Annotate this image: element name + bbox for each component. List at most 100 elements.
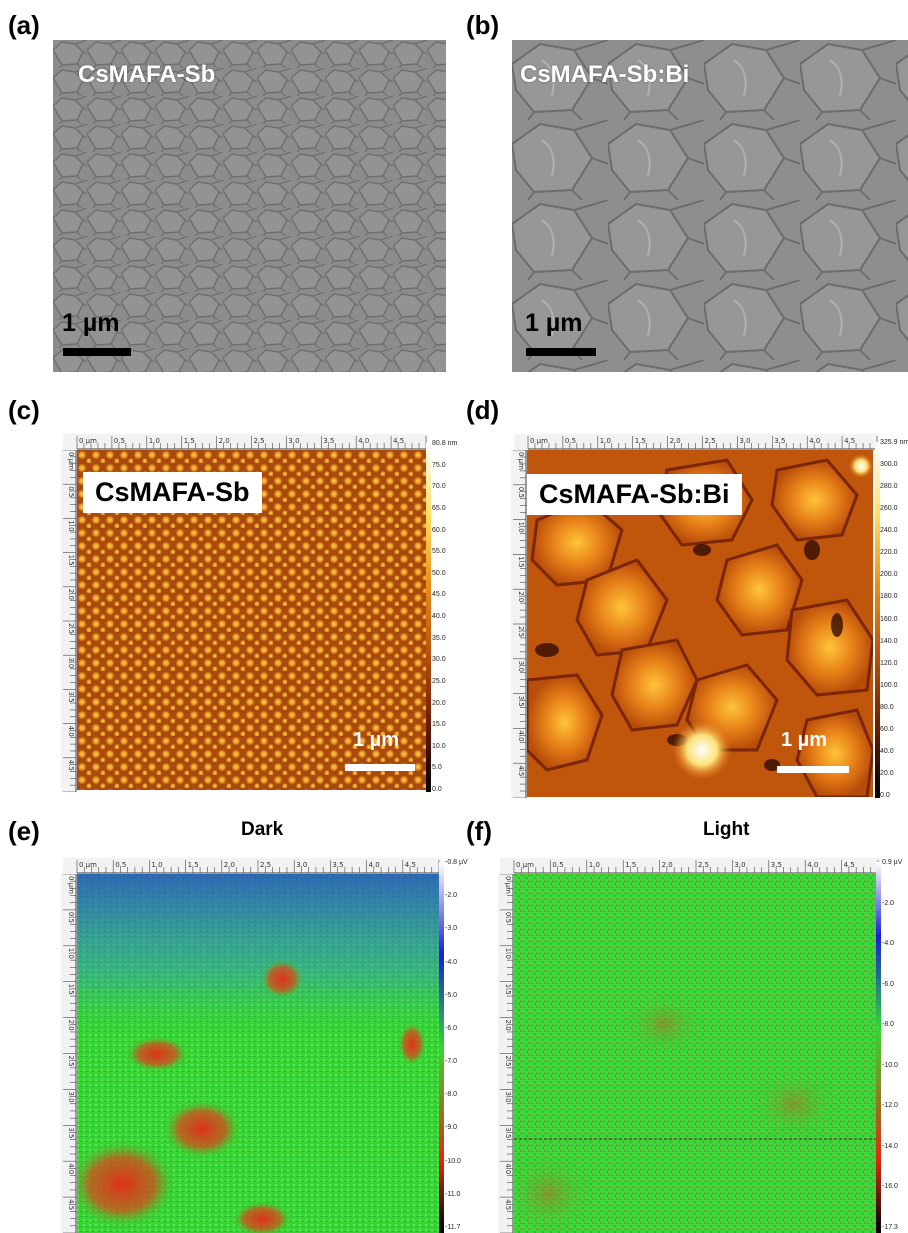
colorbar-tick-d-13: 60.0 xyxy=(880,726,894,733)
colorbar-f xyxy=(876,862,881,1233)
colorbar-tick-e-7: -8.0 xyxy=(445,1091,458,1098)
ruler-label-c-2: 1.0 xyxy=(149,437,160,445)
colorbar-tick-e-1: -2.0 xyxy=(445,892,458,899)
ruler-left-label-e-3: 1.5 xyxy=(67,984,75,995)
panel-letter-b: (b) xyxy=(466,10,500,40)
ruler-left-label-e-6: 3.0 xyxy=(67,1091,75,1102)
colorbar-tick-d-0: 325.9 nm xyxy=(880,439,908,446)
colorbar-tick-c-5: 55.0 xyxy=(432,548,446,555)
ruler-left-label-f-0: 0 µm xyxy=(504,876,512,894)
ruler-label-f-1: 0.5 xyxy=(552,861,563,869)
ruler-left-label-c-7: 3.5 xyxy=(67,691,75,702)
colorbar-ticks-c: 80.8 nm 75.0 70.0 65.0 60.0 55.0 50.0 45.0 40.0 3… xyxy=(432,440,464,795)
colorbar-tick-f-5: -10.0 xyxy=(882,1062,898,1069)
ruler-left-label-c-6: 3.0 xyxy=(67,657,75,668)
colorbar-tick-e-3: -4.0 xyxy=(445,959,458,966)
ruler-left-label-d-0: 0 µm xyxy=(517,452,525,470)
ruler-label-e-9: 4.5 xyxy=(405,861,416,869)
ruler-left-label-f-1: 0.5 xyxy=(504,912,512,923)
colorbar-tick-e-4: -5.0 xyxy=(445,992,458,999)
ruler-left-label-f-8: 4.0 xyxy=(504,1163,512,1174)
panel-letter-a: (a) xyxy=(8,10,40,40)
colorbar-tick-f-0: 0.9 µV xyxy=(882,859,903,866)
colorbar-tick-c-8: 40.0 xyxy=(432,613,446,620)
ruler-left-label-e-4: 2.0 xyxy=(67,1020,75,1031)
ruler-label-f-3: 1.5 xyxy=(625,861,636,869)
ruler-label-f-6: 3.0 xyxy=(734,861,745,869)
ruler-label-c-3: 1.5 xyxy=(184,437,195,445)
colorbar-tick-c-12: 20.0 xyxy=(432,700,446,707)
ruler-label-f-4: 2.0 xyxy=(662,861,673,869)
title-dark: Dark xyxy=(241,819,284,840)
ruler-label-d-4: 2.0 xyxy=(670,437,681,445)
ruler-left-label-c-5: 2.5 xyxy=(67,623,75,634)
colorbar-ticks-f: 0.9 µV -2.0 -4.0 -6.0 -8.0 -10.0 -12.0 -14.0 -16… xyxy=(882,859,908,1233)
sem-texture-a xyxy=(53,40,446,372)
sample-label-a: CsMAFA-Sb xyxy=(78,61,216,88)
afm-image-c: CsMAFA-Sb 1 µm xyxy=(77,450,427,790)
ruler-left-label-d-3: 1.5 xyxy=(517,556,525,567)
ruler-left-label-e-2: 1.0 xyxy=(67,948,75,959)
ruler-left-label-f-9: 4.5 xyxy=(504,1199,512,1210)
colorbar-tick-d-11: 100.0 xyxy=(880,682,898,689)
ruler-left-label-e-5: 2.5 xyxy=(67,1056,75,1067)
sem-image-a: CsMAFA-Sb 1 µm xyxy=(53,40,446,372)
ruler-label-c-6: 3.0 xyxy=(288,437,299,445)
ruler-label-f-0: 0 µm xyxy=(516,861,534,869)
ruler-label-f-5: 2.5 xyxy=(698,861,709,869)
ruler-label-d-7: 3.5 xyxy=(774,437,785,445)
sample-label-c: CsMAFA-Sb xyxy=(83,472,262,513)
scale-bar-d xyxy=(777,766,849,773)
colorbar-tick-c-1: 75.0 xyxy=(432,462,446,469)
ruler-label-c-7: 3.5 xyxy=(323,437,334,445)
ruler-left-label-e-1: 0.5 xyxy=(67,912,75,923)
ruler-label-d-5: 2.5 xyxy=(705,437,716,445)
scale-bar-b xyxy=(526,348,596,356)
sem-texture-b xyxy=(512,40,908,372)
ruler-left-label-f-5: 2.5 xyxy=(504,1056,512,1067)
ruler-label-d-2: 1.0 xyxy=(600,437,611,445)
scale-label-b: 1 µm xyxy=(525,309,583,337)
scale-bar-a xyxy=(63,348,131,356)
ruler-label-e-2: 1.0 xyxy=(151,861,162,869)
ruler-left-label-d-2: 1.0 xyxy=(517,522,525,533)
ruler-label-d-8: 4.0 xyxy=(809,437,820,445)
colorbar-tick-d-9: 140.0 xyxy=(880,638,898,645)
ruler-top-f: 0 µm 0.5 1.0 1.5 2.0 2.5 3.0 3.5 4.0 4.5 xyxy=(500,858,880,874)
ruler-left-label-f-4: 2.0 xyxy=(504,1020,512,1031)
ruler-label-e-6: 3.0 xyxy=(296,861,307,869)
ruler-left-d: 0 µm 0.5 1.0 1.5 2.0 2.5 3.0 3.5 4.0 4.5 xyxy=(511,450,527,798)
sem-image-b: CsMAFA-Sb:Bi 1 µm xyxy=(512,40,908,372)
scale-label-c: 1 µm xyxy=(353,729,399,751)
ruler-left-label-e-9: 4.5 xyxy=(67,1199,75,1210)
colorbar-tick-d-3: 260.0 xyxy=(880,505,898,512)
ruler-left-label-f-7: 3.5 xyxy=(504,1127,512,1138)
colorbar-tick-d-5: 220.0 xyxy=(880,549,898,556)
title-light: Light xyxy=(703,819,750,840)
ruler-left-label-e-8: 4.0 xyxy=(67,1163,75,1174)
colorbar-tick-f-3: -6.0 xyxy=(882,981,895,988)
ruler-label-f-7: 3.5 xyxy=(771,861,782,869)
colorbar-tick-e-6: -7.0 xyxy=(445,1058,458,1065)
colorbar-tick-c-16: 0.0 xyxy=(432,786,442,793)
colorbar-d xyxy=(875,442,880,798)
colorbar-tick-c-2: 70.0 xyxy=(432,483,446,490)
ruler-left-label-d-8: 4.0 xyxy=(517,730,525,741)
ruler-label-d-6: 3.0 xyxy=(739,437,750,445)
ruler-left-label-f-6: 3.0 xyxy=(504,1091,512,1102)
colorbar-tick-d-15: 20.0 xyxy=(880,770,894,777)
colorbar-tick-d-16: 0.0 xyxy=(880,792,890,799)
ruler-left-label-c-2: 1.0 xyxy=(67,520,75,531)
ruler-left-label-d-1: 0.5 xyxy=(517,487,525,498)
panel-letter-e: (e) xyxy=(8,816,40,846)
colorbar-tick-e-5: -6.0 xyxy=(445,1025,458,1032)
colorbar-c xyxy=(426,443,431,792)
colorbar-tick-d-2: 280.0 xyxy=(880,483,898,490)
colorbar-tick-c-4: 60.0 xyxy=(432,527,446,534)
colorbar-tick-f-4: -8.0 xyxy=(882,1021,895,1028)
ruler-label-c-4: 2.0 xyxy=(219,437,230,445)
colorbar-tick-d-8: 160.0 xyxy=(880,616,898,623)
ruler-left-c: 0 µm 0.5 1.0 1.5 2.0 2.5 3.0 3.5 4.0 4.5 xyxy=(61,450,77,792)
ruler-label-d-0: 0 µm xyxy=(530,437,548,445)
ruler-label-d-3: 1.5 xyxy=(635,437,646,445)
